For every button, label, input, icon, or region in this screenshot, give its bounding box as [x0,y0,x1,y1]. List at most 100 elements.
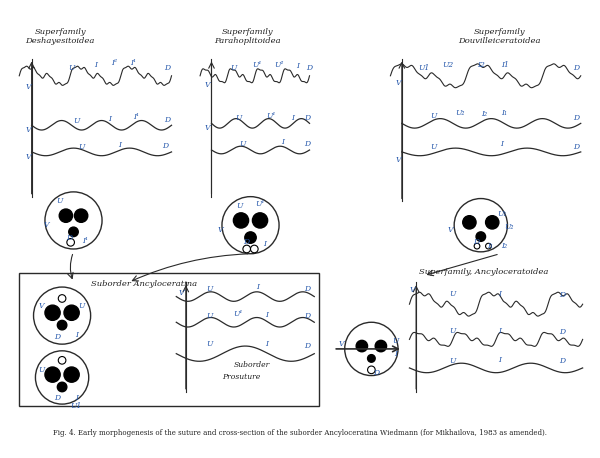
Circle shape [69,227,78,237]
Text: Suborder: Suborder [233,361,269,369]
Text: U: U [78,143,85,151]
Text: U: U [449,327,455,335]
Text: Fig. 4. Early morphogenesis of the suture and cross-section of the suborder Ancy: Fig. 4. Early morphogenesis of the sutur… [53,429,547,436]
Circle shape [45,305,60,320]
Circle shape [476,232,485,241]
Text: V: V [44,221,50,229]
Text: D: D [242,238,249,246]
Text: I: I [263,240,266,248]
Text: D: D [473,238,479,246]
Text: Prosuture: Prosuture [222,373,260,381]
Text: D: D [54,333,61,341]
Text: U: U [240,140,246,148]
Text: I: I [256,283,259,291]
Circle shape [59,209,73,222]
Text: V: V [26,126,32,134]
Circle shape [375,340,386,352]
Text: V: V [395,79,401,87]
Text: I₂: I₂ [481,110,487,118]
Text: I¹: I¹ [130,60,136,67]
Text: D: D [559,291,565,299]
Text: Superfamily
Douvilleiceratoidea: Superfamily Douvilleiceratoidea [458,28,541,45]
Text: U¹: U¹ [233,310,243,318]
Text: D: D [305,140,311,148]
Text: I: I [500,140,503,148]
Text: I: I [394,349,397,358]
Text: I: I [265,340,268,348]
Circle shape [243,245,251,253]
Text: I₂: I₂ [502,242,508,250]
Circle shape [463,216,476,229]
Text: D: D [573,143,579,151]
Circle shape [454,199,508,252]
FancyBboxPatch shape [19,273,319,406]
Text: Superfamily
Deshayesitoidea: Superfamily Deshayesitoidea [25,28,95,45]
Circle shape [34,287,91,344]
Text: U: U [236,202,242,210]
Text: U: U [206,285,213,293]
Text: U1: U1 [418,64,430,72]
Circle shape [64,305,79,320]
Text: I: I [108,114,111,123]
Text: D: D [164,64,170,72]
Text: I: I [296,62,299,70]
Circle shape [485,243,491,249]
Circle shape [345,322,398,376]
Text: U: U [392,337,398,345]
Text: Suborder Ancyloceratina: Suborder Ancyloceratina [91,280,197,289]
Text: V: V [38,302,44,310]
Circle shape [368,354,375,362]
Text: U¹: U¹ [256,200,265,208]
Text: V: V [410,286,415,294]
Text: V: V [217,226,223,234]
Text: D: D [573,114,579,122]
Text: U₂: U₂ [505,223,514,231]
Text: U: U [206,311,213,320]
Text: I: I [281,138,284,147]
Text: U2: U2 [442,61,453,69]
Text: U¹: U¹ [267,112,276,120]
Text: D: D [305,285,311,293]
Text: I¹: I¹ [133,113,139,121]
Text: V: V [448,226,453,234]
Text: D: D [305,342,311,350]
Text: D: D [559,357,565,365]
Text: I: I [265,311,268,319]
Text: Superfamily
Parahoplitoidea: Superfamily Parahoplitoidea [214,28,281,45]
Text: D: D [164,115,170,124]
Text: I: I [499,327,502,335]
Text: U: U [235,114,241,122]
Text: D: D [307,64,313,72]
Circle shape [64,367,79,382]
Text: V: V [205,124,211,132]
Circle shape [485,216,499,229]
Text: U: U [230,64,236,72]
Text: V: V [395,156,401,164]
Text: U²: U² [274,61,284,69]
Text: I: I [499,356,502,364]
Text: U: U [56,197,62,205]
Text: U: U [449,357,455,365]
Circle shape [58,320,67,330]
Circle shape [35,351,89,404]
Text: V: V [205,82,211,89]
Text: V: V [26,83,32,91]
Text: I: I [94,61,97,69]
Text: D: D [305,311,311,320]
Text: I1: I1 [500,61,509,69]
Circle shape [58,382,67,392]
Text: U: U [449,290,455,298]
Text: U¹: U¹ [253,61,262,69]
Text: V: V [338,340,344,348]
Text: U: U [430,143,436,151]
Text: D: D [373,369,379,376]
Text: U₂: U₂ [455,109,464,117]
Text: I: I [118,141,121,149]
Circle shape [253,213,268,228]
Circle shape [45,367,60,382]
Text: U: U [206,340,213,348]
Circle shape [222,196,279,254]
Text: U: U [73,116,80,125]
Text: U1: U1 [71,402,82,410]
Circle shape [74,209,88,222]
